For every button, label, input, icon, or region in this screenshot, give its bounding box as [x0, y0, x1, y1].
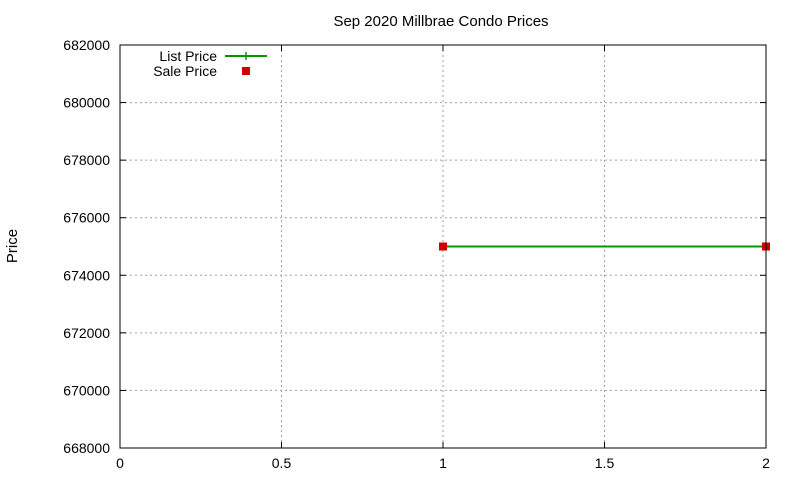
legend-label: List Price [159, 48, 217, 64]
legend-label: Sale Price [153, 63, 217, 79]
axis-ticks: 668000 670000 672000 674000 676000 678000 6800… [63, 37, 770, 471]
x-tick-label: 0.5 [272, 455, 292, 471]
x-tick-label: 1.5 [595, 455, 615, 471]
y-tick-label: 674000 [63, 267, 110, 283]
legend-swatch-square [242, 67, 250, 75]
y-tick-label: 670000 [63, 382, 110, 398]
y-tick-label: 682000 [63, 37, 110, 53]
chart-title: Sep 2020 Millbrae Condo Prices [333, 13, 548, 30]
x-tick-label: 0 [116, 455, 124, 471]
y-tick-label: 676000 [63, 210, 110, 226]
x-tick-label: 2 [762, 455, 770, 471]
y-axis-title: Price [4, 229, 21, 263]
plot-marks [439, 242, 770, 251]
y-tick-label: 668000 [63, 440, 110, 456]
y-tick-label: 672000 [63, 325, 110, 341]
sale-price-point [439, 242, 447, 251]
y-tick-label: 680000 [63, 95, 110, 111]
y-tick-label: 678000 [63, 152, 110, 168]
plot-border [119, 44, 767, 449]
x-tick-label: 1 [439, 455, 447, 471]
